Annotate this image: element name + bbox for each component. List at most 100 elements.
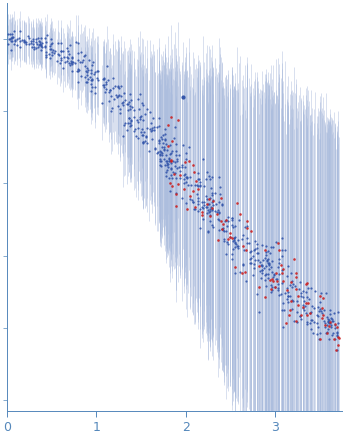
Point <box>262 271 267 278</box>
Point <box>111 96 117 103</box>
Point <box>290 305 295 312</box>
Point <box>256 284 262 291</box>
Point <box>320 314 325 321</box>
Point <box>148 120 154 127</box>
Point <box>169 183 175 190</box>
Point <box>109 104 115 111</box>
Point <box>255 257 261 264</box>
Point <box>206 208 212 215</box>
Point <box>288 297 294 304</box>
Point <box>173 202 179 209</box>
Point <box>294 318 300 325</box>
Point <box>89 83 94 90</box>
Point <box>157 148 162 155</box>
Point <box>216 208 222 215</box>
Point <box>314 330 320 337</box>
Point <box>137 116 143 123</box>
Point <box>325 326 330 333</box>
Point <box>77 59 82 66</box>
Point <box>323 290 329 297</box>
Point <box>290 283 295 290</box>
Point <box>86 56 92 63</box>
Point <box>335 333 341 340</box>
Point <box>209 190 215 197</box>
Point <box>287 292 293 299</box>
Point <box>205 204 210 211</box>
Point <box>257 268 263 275</box>
Point <box>166 154 172 161</box>
Point <box>324 321 329 328</box>
Point <box>259 270 265 277</box>
Point <box>40 39 45 46</box>
Point <box>158 149 164 156</box>
Point <box>172 169 178 176</box>
Point <box>140 139 146 146</box>
Point <box>273 270 278 277</box>
Point <box>58 48 63 55</box>
Point <box>225 236 230 243</box>
Point <box>265 260 270 267</box>
Point <box>149 136 155 143</box>
Point <box>5 41 11 48</box>
Point <box>334 329 339 336</box>
Point <box>48 54 53 61</box>
Point <box>229 256 235 263</box>
Point <box>85 64 90 71</box>
Point <box>166 157 172 164</box>
Point <box>117 109 122 116</box>
Point <box>215 236 220 243</box>
Point <box>104 79 109 86</box>
Point <box>276 270 282 277</box>
Point <box>142 137 148 144</box>
Point <box>203 192 209 199</box>
Point <box>144 133 149 140</box>
Point <box>273 239 278 246</box>
Point <box>195 200 201 207</box>
Point <box>139 132 145 139</box>
Point <box>10 34 15 41</box>
Point <box>50 46 55 53</box>
Point <box>23 39 28 46</box>
Point <box>227 234 233 241</box>
Point <box>195 191 200 198</box>
Point <box>220 221 226 228</box>
Point <box>225 218 231 225</box>
Point <box>44 48 49 55</box>
Point <box>223 228 228 235</box>
Point <box>305 293 310 300</box>
Point <box>260 256 266 263</box>
Point <box>209 221 214 228</box>
Point <box>174 157 180 164</box>
Point <box>248 260 254 267</box>
Point <box>233 233 238 240</box>
Point <box>111 84 116 91</box>
Point <box>120 101 126 108</box>
Point <box>127 106 133 113</box>
Point <box>288 269 294 276</box>
Point <box>258 261 264 268</box>
Point <box>9 31 14 38</box>
Point <box>294 308 300 315</box>
Point <box>329 317 335 324</box>
Point <box>243 247 249 254</box>
Point <box>216 226 221 233</box>
Point <box>332 309 337 316</box>
Point <box>168 165 173 172</box>
Point <box>244 235 249 242</box>
Point <box>236 236 241 243</box>
Point <box>262 247 267 254</box>
Point <box>156 137 161 144</box>
Point <box>233 239 238 246</box>
Point <box>174 155 180 162</box>
Point <box>286 292 291 299</box>
Point <box>124 101 129 108</box>
Point <box>299 316 304 323</box>
Point <box>30 38 36 45</box>
Point <box>270 278 276 285</box>
Point <box>255 291 260 298</box>
Point <box>115 94 120 101</box>
Point <box>335 342 341 349</box>
Point <box>285 272 290 279</box>
Point <box>56 51 61 58</box>
Point <box>164 162 170 169</box>
